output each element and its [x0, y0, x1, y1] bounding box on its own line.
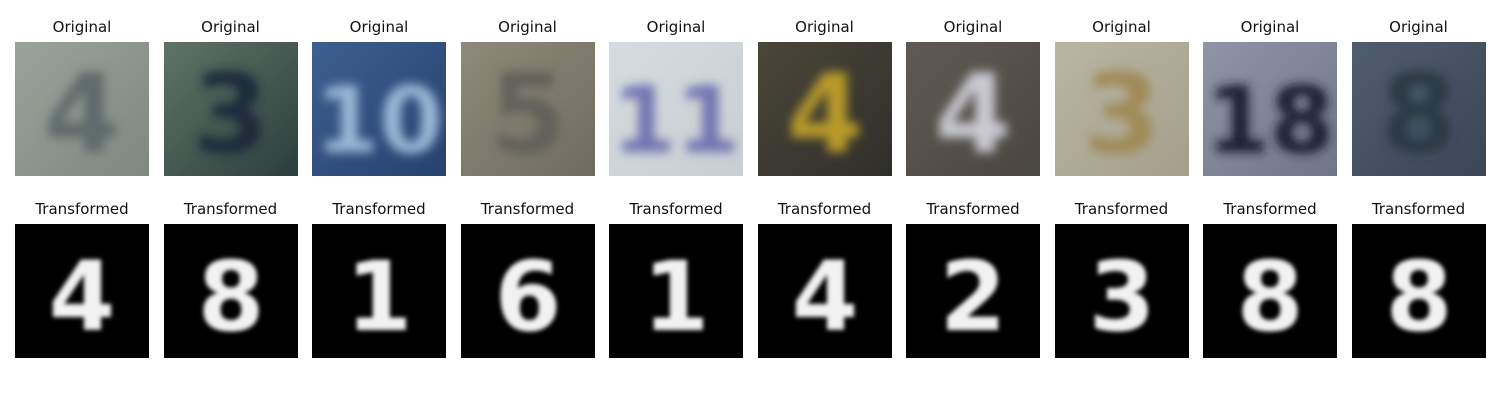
- digit-glyph: 4: [49, 241, 116, 353]
- transformed-image: 4: [15, 224, 149, 358]
- digit-glyph: 4: [935, 50, 1012, 176]
- digit-glyph: 5: [489, 50, 566, 176]
- transformed-image: 3: [1054, 224, 1189, 358]
- transformed-image: 6: [460, 224, 595, 358]
- original-image: 4: [15, 42, 149, 176]
- original-title: Original: [349, 18, 409, 36]
- original-title: Original: [795, 18, 854, 36]
- original-title: Original: [943, 18, 1003, 36]
- original-title: Original: [646, 18, 706, 36]
- digit-glyph: 4: [44, 50, 121, 176]
- transformed-image: 4: [757, 224, 892, 358]
- transformed-image: 8: [1203, 224, 1337, 358]
- digit-glyph: 8: [1380, 50, 1457, 176]
- digit-glyph: 18: [1206, 67, 1334, 174]
- digit-glyph: 2: [940, 241, 1007, 353]
- digit-glyph: 8: [1385, 241, 1452, 353]
- transformed-title: Transformed: [1223, 200, 1317, 218]
- transformed-title: Transformed: [629, 200, 723, 218]
- transformed-title: Transformed: [183, 200, 278, 218]
- transformed-image: 8: [1351, 224, 1486, 358]
- original-title: Original: [201, 18, 260, 36]
- digit-glyph: 3: [1088, 241, 1155, 353]
- original-title: Original: [498, 18, 557, 36]
- original-image: 3: [1054, 42, 1189, 176]
- original-image: 8: [1351, 42, 1486, 176]
- digit-glyph: 4: [786, 50, 863, 176]
- transformed-image: 8: [163, 224, 298, 358]
- transformed-title: Transformed: [926, 200, 1020, 218]
- transformed-title: Transformed: [1074, 200, 1169, 218]
- digit-glyph: 10: [315, 67, 443, 174]
- original-image: 4: [757, 42, 892, 176]
- transformed-image: 1: [609, 224, 743, 358]
- digit-glyph: 1: [643, 241, 710, 353]
- transformed-title: Transformed: [35, 200, 129, 218]
- transformed-title: Transformed: [332, 200, 426, 218]
- original-image: 18: [1203, 42, 1337, 176]
- digit-glyph: 1: [346, 241, 413, 353]
- digit-glyph: 3: [192, 50, 269, 176]
- transformed-title: Transformed: [480, 200, 575, 218]
- original-title: Original: [1389, 18, 1448, 36]
- digit-glyph: 4: [791, 241, 858, 353]
- original-image: 4: [906, 42, 1040, 176]
- digit-glyph: 6: [494, 241, 561, 353]
- original-image: 11: [609, 42, 743, 176]
- original-title: Original: [1092, 18, 1151, 36]
- digit-glyph: 8: [1237, 241, 1304, 353]
- original-image: 10: [312, 42, 446, 176]
- transformed-image: 2: [906, 224, 1040, 358]
- digit-glyph: 11: [612, 67, 740, 174]
- original-image: 3: [163, 42, 298, 176]
- transformed-title: Transformed: [1371, 200, 1466, 218]
- digit-glyph: 3: [1083, 50, 1160, 176]
- digit-glyph: 8: [197, 241, 264, 353]
- transformed-image: 1: [312, 224, 446, 358]
- transformed-title: Transformed: [777, 200, 872, 218]
- original-image: 5: [460, 42, 595, 176]
- original-title: Original: [1240, 18, 1300, 36]
- original-title: Original: [52, 18, 112, 36]
